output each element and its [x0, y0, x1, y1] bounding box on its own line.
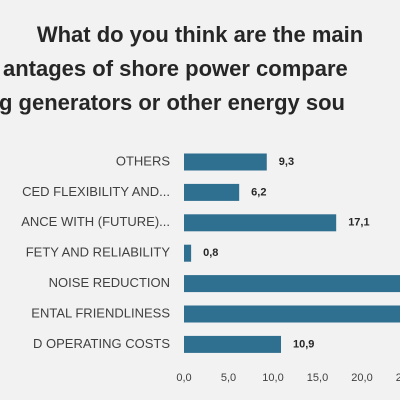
category-label: FETY AND RELIABILITY: [26, 245, 171, 260]
x-tick-label: 20,0: [351, 372, 372, 384]
value-label: 10,9: [293, 338, 314, 350]
value-label: 0,8: [203, 247, 218, 259]
bar: [184, 153, 267, 171]
bar: [184, 214, 337, 232]
category-label: ANCE WITH (FUTURE)...: [21, 214, 170, 229]
chart-title: antages of shore power compare: [3, 56, 348, 81]
category-label: NOISE REDUCTION: [49, 275, 170, 290]
category-label: ENTAL FRIENDLINESS: [31, 305, 170, 320]
category-label: OTHERS: [116, 153, 171, 168]
category-label: CED FLEXIBILITY AND...: [22, 184, 170, 199]
chart-title: What do you think are the main: [37, 22, 363, 47]
x-tick-label: 10,0: [262, 372, 283, 384]
category-label: D OPERATING COSTS: [33, 336, 170, 351]
x-tick-label: 5,0: [221, 372, 236, 384]
x-tick-label: 25,0: [396, 372, 400, 384]
value-label: 17,1: [348, 217, 369, 229]
bar: [184, 335, 282, 353]
bar: [184, 244, 192, 262]
x-tick-label: 0,0: [176, 372, 191, 384]
value-label: 6,2: [251, 186, 266, 198]
bar: [184, 305, 400, 323]
value-label: 9,3: [279, 156, 294, 168]
bar: [184, 275, 400, 293]
bar: [184, 183, 240, 201]
chart-title: g generators or other energy sou: [0, 90, 345, 115]
x-tick-label: 15,0: [307, 372, 328, 384]
